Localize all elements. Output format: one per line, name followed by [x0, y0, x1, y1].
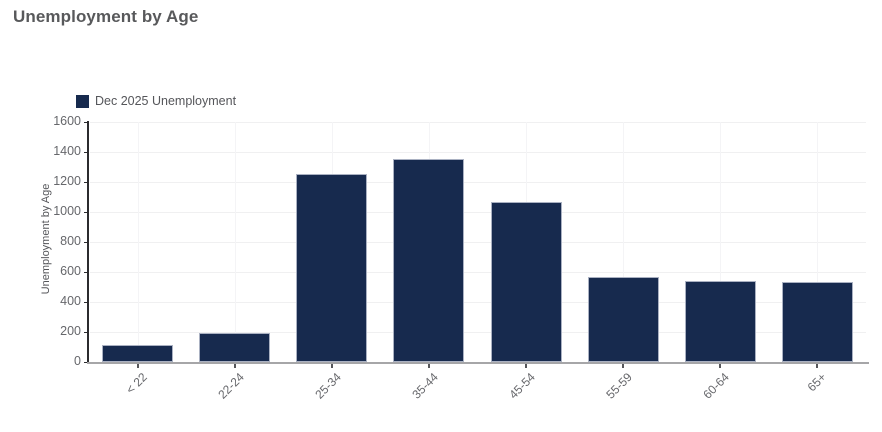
- y-gridline: [90, 122, 866, 123]
- y-gridline: [90, 272, 866, 273]
- x-tick-label: 60-64: [700, 370, 733, 402]
- x-axis-tick: [330, 363, 333, 368]
- x-tick-label: < 22: [122, 370, 150, 397]
- bar-65+[interactable]: [781, 282, 853, 362]
- y-gridline: [90, 182, 866, 183]
- y-axis-tick: [84, 242, 89, 243]
- x-axis-tick: [233, 363, 236, 368]
- y-tick-label: 200: [60, 324, 81, 338]
- y-tick-label: 1600: [53, 114, 81, 128]
- y-axis-tick: [84, 182, 89, 183]
- x-axis-line: [87, 362, 869, 364]
- x-axis-tick: [525, 363, 528, 368]
- y-gridline: [90, 302, 866, 303]
- y-axis-tick: [84, 122, 89, 123]
- x-gridline: [817, 122, 819, 362]
- y-axis-tick: [84, 362, 89, 363]
- legend-item[interactable]: Dec 2025 Unemployment: [76, 94, 236, 108]
- y-tick-label: 400: [60, 294, 81, 308]
- x-tick-label: 22-24: [214, 370, 247, 402]
- bar-<22[interactable]: [102, 345, 174, 362]
- y-tick-label: 800: [60, 234, 81, 248]
- x-tick-label: 55-59: [603, 370, 636, 402]
- x-tick-label: 45-54: [506, 370, 538, 402]
- legend-label: Dec 2025 Unemployment: [95, 94, 237, 108]
- y-axis-tick: [84, 212, 89, 213]
- bar-25-34[interactable]: [296, 174, 368, 362]
- y-tick-label: 1000: [53, 204, 81, 218]
- y-gridline: [90, 212, 866, 213]
- x-axis-tick: [622, 363, 625, 368]
- y-axis-tick: [84, 332, 89, 333]
- legend-swatch: [76, 94, 89, 108]
- y-axis-tick: [84, 272, 89, 273]
- y-gridline: [90, 152, 866, 153]
- x-axis-tick: [136, 363, 139, 368]
- y-tick-label: 1200: [53, 174, 81, 188]
- x-gridline: [234, 122, 236, 362]
- x-tick-label: 25-34: [312, 370, 344, 402]
- x-axis-tick: [427, 363, 430, 368]
- x-axis-tick: [719, 363, 722, 368]
- y-axis-tick: [84, 302, 89, 303]
- bar-35-44[interactable]: [393, 159, 465, 362]
- bar-45-54[interactable]: [490, 202, 562, 362]
- bar-60-64[interactable]: [684, 281, 756, 362]
- page-title: Unemployment by Age: [13, 7, 199, 26]
- x-gridline: [720, 122, 722, 362]
- y-gridline: [90, 242, 866, 243]
- bar-55-59[interactable]: [587, 277, 659, 362]
- x-gridline: [623, 122, 625, 362]
- y-tick-label: 0: [74, 354, 81, 368]
- x-axis-tick: [816, 363, 819, 368]
- y-tick-label: 600: [60, 264, 81, 278]
- bar-22-24[interactable]: [199, 333, 271, 362]
- x-tick-label: 35-44: [409, 370, 441, 402]
- x-tick-label: 65+: [804, 370, 830, 395]
- y-axis-line: [87, 121, 89, 364]
- y-axis-tick: [84, 152, 89, 153]
- y-gridline: [90, 332, 866, 333]
- y-tick-label: 1400: [53, 144, 81, 158]
- x-gridline: [137, 122, 139, 362]
